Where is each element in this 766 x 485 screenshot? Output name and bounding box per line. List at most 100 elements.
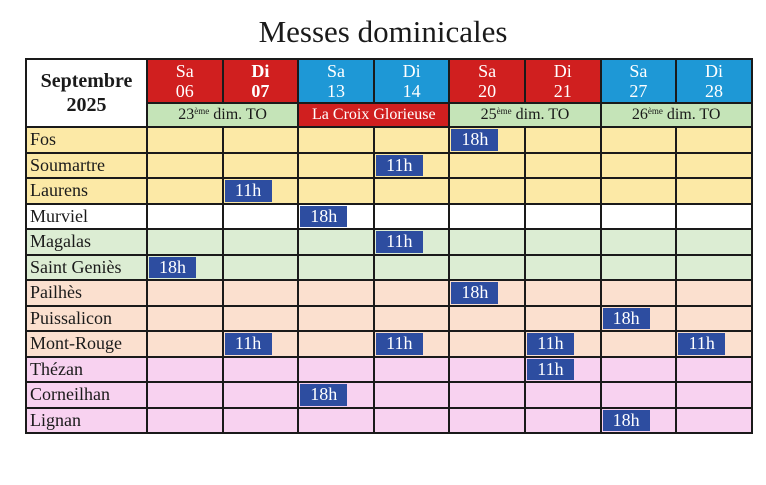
schedule-cell bbox=[448, 253, 526, 281]
schedule-cell: 18h bbox=[297, 202, 375, 230]
day-header: Sa 06 bbox=[146, 58, 224, 104]
schedule-cell bbox=[372, 304, 451, 332]
day-date: 28 bbox=[704, 81, 723, 101]
parish-name: Soumartre bbox=[25, 151, 148, 179]
schedule-cell bbox=[523, 202, 602, 230]
schedule-cell bbox=[599, 279, 678, 307]
schedule-cell bbox=[448, 177, 526, 205]
day-date: 14 bbox=[402, 81, 421, 101]
schedule-cell bbox=[297, 177, 375, 205]
day-of-week: Sa bbox=[478, 61, 497, 81]
parish-row: Mont-Rouge 11h 11h 11h 11h bbox=[25, 330, 753, 358]
schedule-cell bbox=[523, 177, 602, 205]
parish-row: Laurens 11h bbox=[25, 177, 753, 205]
day-of-week: Di bbox=[553, 61, 572, 81]
schedule-cell bbox=[523, 406, 602, 434]
schedule-cell: 18h bbox=[146, 253, 224, 281]
page-title: Messes dominicales bbox=[258, 14, 508, 49]
parish-row: Pailhès 18h bbox=[25, 279, 753, 307]
schedule-cell bbox=[146, 126, 224, 154]
schedule-cell bbox=[523, 381, 602, 409]
parish-row: Fos 18h bbox=[25, 126, 753, 154]
day-header: Sa 13 bbox=[297, 58, 375, 104]
day-of-week: Di bbox=[704, 61, 723, 81]
feast-label: 26ème dim. TO bbox=[599, 102, 753, 128]
schedule-cell bbox=[675, 126, 753, 154]
mass-time: 18h bbox=[149, 256, 196, 278]
schedule-cell bbox=[146, 304, 224, 332]
ordinal-suffix: ème bbox=[647, 106, 663, 116]
schedule-cell bbox=[448, 406, 526, 434]
schedule-cell bbox=[523, 228, 602, 256]
schedule-cell bbox=[146, 151, 224, 179]
schedule-cell: 11h bbox=[372, 151, 451, 179]
schedule-cell: 11h bbox=[675, 330, 753, 358]
schedule-cell bbox=[675, 228, 753, 256]
schedule-cell bbox=[599, 177, 678, 205]
schedule-cell: 18h bbox=[297, 381, 375, 409]
ordinal-suffix: ème bbox=[496, 106, 512, 116]
sunday-number: 23 bbox=[178, 106, 195, 123]
schedule-cell bbox=[297, 126, 375, 154]
schedule-cell bbox=[448, 355, 526, 383]
schedule-cell bbox=[523, 279, 602, 307]
parish-name: Corneilhan bbox=[25, 381, 148, 409]
schedule-cell: 11h bbox=[523, 330, 602, 358]
schedule-cell bbox=[221, 253, 300, 281]
schedule-cell bbox=[675, 381, 753, 409]
parish-name: Magalas bbox=[25, 228, 148, 256]
schedule-cell bbox=[448, 228, 526, 256]
parish-row: Magalas 11h bbox=[25, 228, 753, 256]
mass-time: 11h bbox=[678, 333, 726, 355]
schedule-cell: 11h bbox=[221, 177, 300, 205]
schedule-cell bbox=[221, 304, 300, 332]
schedule-cell bbox=[221, 406, 300, 434]
day-of-week: Sa bbox=[629, 61, 648, 81]
parish-row: Soumartre 11h bbox=[25, 151, 753, 179]
parish-row: Thézan 11h bbox=[25, 355, 753, 383]
schedule-cell bbox=[146, 355, 224, 383]
schedule-cell: 11h bbox=[221, 330, 300, 358]
schedule-cell bbox=[146, 202, 224, 230]
schedule-cell bbox=[599, 228, 678, 256]
parish-row: Murviel 18h bbox=[25, 202, 753, 230]
ordinal-suffix: ème bbox=[194, 106, 210, 116]
mass-schedule-table: Septembre 2025 Sa 06 Di 07 Sa 13 Di 14 Sa 20 Di 21 S… bbox=[25, 58, 753, 434]
parish-name: Lignan bbox=[25, 406, 148, 434]
parish-name: Puissalicon bbox=[25, 304, 148, 332]
schedule-cell bbox=[221, 228, 300, 256]
schedule-cell bbox=[297, 253, 375, 281]
schedule-cell bbox=[297, 355, 375, 383]
schedule-cell bbox=[675, 279, 753, 307]
schedule-cell: 18h bbox=[599, 304, 678, 332]
mass-time: 18h bbox=[602, 409, 650, 431]
schedule-cell bbox=[372, 355, 451, 383]
feast-row: 23ème dim. TO La Croix Glorieuse 25ème dim… bbox=[26, 102, 753, 128]
schedule-cell bbox=[297, 279, 375, 307]
schedule-cell bbox=[675, 253, 753, 281]
day-date: 07 bbox=[251, 81, 270, 101]
schedule-cell: 18h bbox=[448, 126, 526, 154]
schedule-cell bbox=[221, 279, 300, 307]
parish-row: Corneilhan 18h bbox=[25, 381, 753, 409]
schedule-cell bbox=[372, 253, 451, 281]
schedule-cell bbox=[372, 202, 451, 230]
schedule-cell bbox=[448, 304, 526, 332]
schedule-cell bbox=[146, 228, 224, 256]
day-header: Di 14 bbox=[372, 58, 451, 104]
month-year: 2025 bbox=[66, 94, 107, 116]
mass-time: 11h bbox=[526, 358, 574, 380]
day-date: 13 bbox=[326, 81, 345, 101]
schedule-cell bbox=[297, 228, 375, 256]
parish-name: Mont-Rouge bbox=[25, 330, 148, 358]
schedule-cell bbox=[221, 381, 300, 409]
schedule-cell bbox=[675, 304, 753, 332]
schedule-cell: 11h bbox=[523, 355, 602, 383]
schedule-cell bbox=[221, 151, 300, 179]
sunday-number: 26 bbox=[631, 106, 648, 123]
schedule-cell bbox=[146, 279, 224, 307]
schedule-cell bbox=[448, 381, 526, 409]
schedule-cell bbox=[372, 279, 451, 307]
schedule-cell bbox=[599, 253, 678, 281]
schedule-cell bbox=[372, 177, 451, 205]
